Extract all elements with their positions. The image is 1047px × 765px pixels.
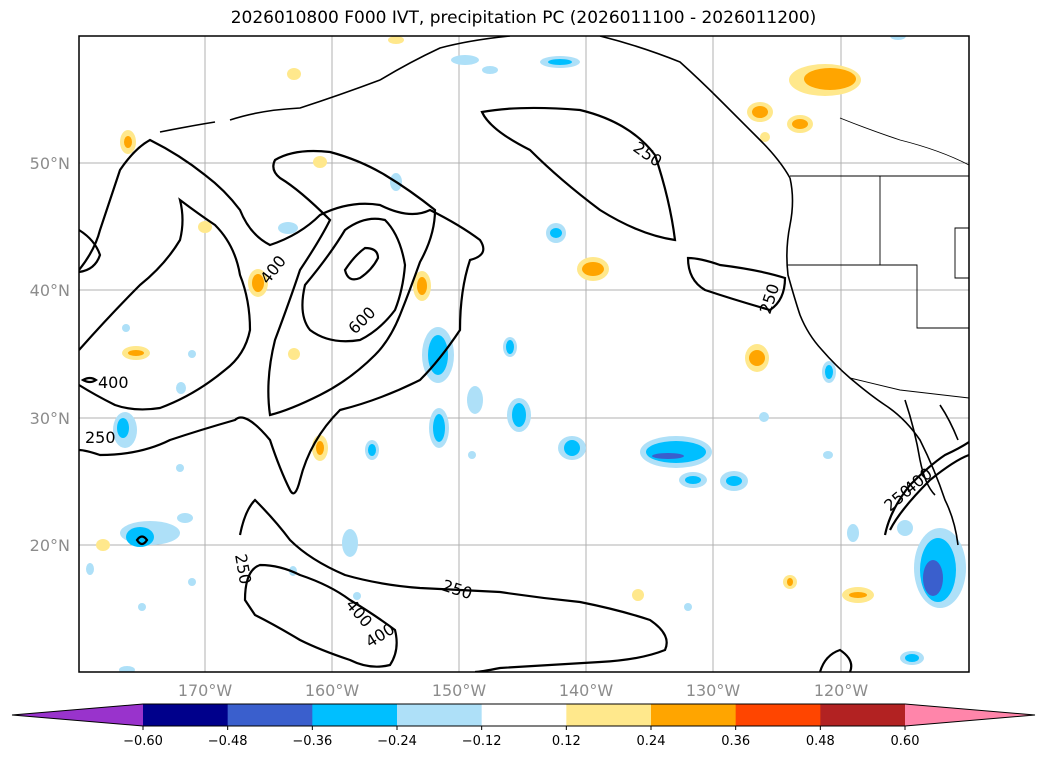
lon-label: 170°W: [178, 681, 233, 700]
colorbar-segment: [143, 704, 229, 726]
colorbar-tick-label: −0.60: [123, 734, 163, 749]
lat-label: 40°N: [30, 281, 70, 300]
longitude-labels: 170°W 160°W 150°W 140°W 130°W 120°W: [178, 681, 869, 700]
colorbar-segment: [820, 704, 906, 726]
colorbar-segment: [312, 704, 398, 726]
coastlines: [159, 36, 959, 546]
ivt-contours: [79, 106, 969, 672]
lat-label: 30°N: [30, 409, 70, 428]
colorbar-segment: [227, 704, 313, 726]
colorbar-tick-label: −0.12: [462, 734, 502, 749]
map-frame: [78, 35, 970, 673]
colorbar-segment: [735, 704, 821, 726]
lat-label: 50°N: [30, 154, 70, 173]
precip-positive-patches: [96, 36, 874, 603]
colorbar-extend-max: [905, 704, 1035, 726]
lon-label: 120°W: [814, 681, 869, 700]
lat-label: 20°N: [30, 536, 70, 555]
colorbar-tick-label: −0.48: [208, 734, 248, 749]
political-borders: [787, 117, 969, 399]
lon-label: 150°W: [432, 681, 487, 700]
colorbar-tick-label: 0.12: [552, 734, 581, 749]
colorbar-tick-label: 0.48: [806, 734, 835, 749]
colorbar: −0.60 −0.48 −0.36 −0.24 −0.12 0.12 0.24 0.36 0.4…: [11, 703, 1036, 749]
map-area: [79, 36, 969, 672]
colorbar-segment: [566, 704, 652, 726]
map-title: 2026010800 F000 IVT, precipitation PC (2…: [230, 8, 817, 28]
colorbar-tick-label: −0.24: [377, 734, 417, 749]
colorbar-segment: [481, 704, 567, 726]
colorbar-extend-min: [12, 704, 143, 726]
lon-label: 130°W: [686, 681, 741, 700]
ivt-contour-labels: 250 400 600 400 400 250 250 250 400 250 …: [85, 138, 936, 652]
colorbar-tick-label: 0.36: [721, 734, 750, 749]
colorbar-segment: [651, 704, 737, 726]
colorbar-segment: [397, 704, 483, 726]
lon-label: 160°W: [305, 681, 360, 700]
contour-label: 250: [85, 428, 116, 447]
contour-label: 400: [98, 373, 129, 392]
latitude-labels: 50°N 40°N 30°N 20°N: [30, 154, 70, 555]
colorbar-tick-label: −0.36: [292, 734, 332, 749]
lon-label: 140°W: [559, 681, 614, 700]
colorbar-tick-label: 0.60: [891, 734, 920, 749]
colorbar-tick-label: 0.24: [637, 734, 666, 749]
